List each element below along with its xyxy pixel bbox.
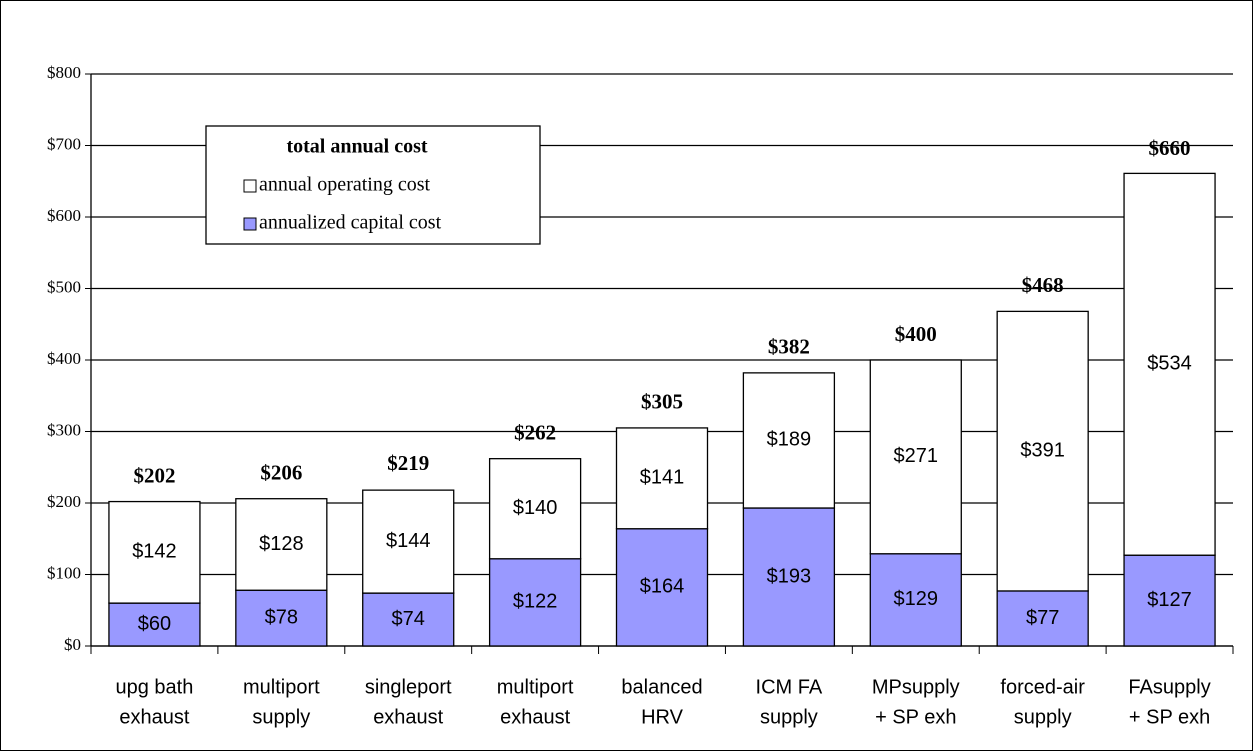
bar-segment [869,359,962,555]
value-label: $164 [640,576,685,598]
value-label: $193 [767,565,812,587]
value-label: $534 [1147,353,1192,375]
y-tick-label: $800 [47,63,81,82]
legend: total annual cost annual operating cost an… [205,125,541,245]
bar-segment [108,500,201,604]
y-tick-label: $700 [47,134,81,153]
x-tick-label: supply [760,706,818,728]
total-label: $305 [641,390,683,414]
total-label: $202 [133,463,175,487]
x-tick-label: supply [1014,706,1072,728]
value-label: $74 [392,608,425,630]
value-label: $129 [894,588,939,610]
bar-segment [1123,554,1216,647]
bar-segment [488,458,582,560]
total-label: $206 [260,461,302,485]
total-label: $660 [1149,136,1191,160]
x-tick-label: HRV [641,706,684,728]
bar-segment [615,427,709,530]
bar-segment [362,489,455,594]
bar-segment [742,507,836,647]
value-label: $78 [265,606,298,628]
value-label: $127 [1147,589,1192,611]
bar-segment [1123,172,1216,556]
value-label: $271 [894,445,939,467]
y-tick-label: $100 [47,563,81,582]
bar-segment [996,590,1089,647]
x-tick-label: forced-air [1000,676,1085,698]
legend-label: annualized capital cost [259,212,442,234]
value-label: $144 [386,530,431,552]
x-tick-label: singleport [365,676,452,698]
total-label: $400 [895,322,937,346]
x-tick-label: ICM FA [756,676,823,698]
x-tick-label: FAsupply [1128,676,1210,698]
x-tick-label: MPsupply [872,676,960,698]
x-tick-label: + SP exh [875,706,956,728]
bar-segment [615,528,709,647]
value-label: $142 [132,541,177,563]
bar-segment [869,553,962,647]
x-tick-label: + SP exh [1129,706,1210,728]
x-tick-label: upg bath [116,676,194,698]
value-label: $60 [138,613,171,635]
total-label: $382 [768,335,810,359]
x-tick-label: balanced [621,676,702,698]
x-tick-label: supply [252,706,310,728]
bar-segment [742,372,836,509]
x-tick-label: multiport [497,676,574,698]
value-label: $122 [513,591,558,613]
x-tick-label: multiport [243,676,320,698]
bar-segment [362,592,455,647]
legend-swatch [243,217,257,231]
value-label: $140 [513,497,558,519]
value-label: $189 [767,429,812,451]
value-label: $77 [1026,607,1059,629]
value-label: $391 [1020,439,1065,461]
legend-box [205,125,541,245]
y-tick-label: $500 [47,277,81,296]
y-tick-label: $0 [64,635,81,654]
value-label: $128 [259,533,304,555]
bar-segment [235,498,328,591]
legend-title: total annual cost [286,136,427,158]
total-label: $468 [1022,273,1064,297]
x-tick-label: exhaust [373,706,443,728]
bar-segment [108,602,201,647]
y-tick-label: $200 [47,492,81,511]
y-tick-label: $400 [47,349,81,368]
bar-segment [996,310,1089,592]
legend-label: annual operating cost [259,174,430,196]
y-tick-label: $300 [47,420,81,439]
total-label: $262 [514,420,556,444]
total-label: $219 [387,451,429,475]
y-tick-label: $600 [47,206,81,225]
legend-swatch [243,179,257,193]
x-tick-label: exhaust [500,706,570,728]
value-label: $141 [640,467,685,489]
x-tick-label: exhaust [119,706,189,728]
